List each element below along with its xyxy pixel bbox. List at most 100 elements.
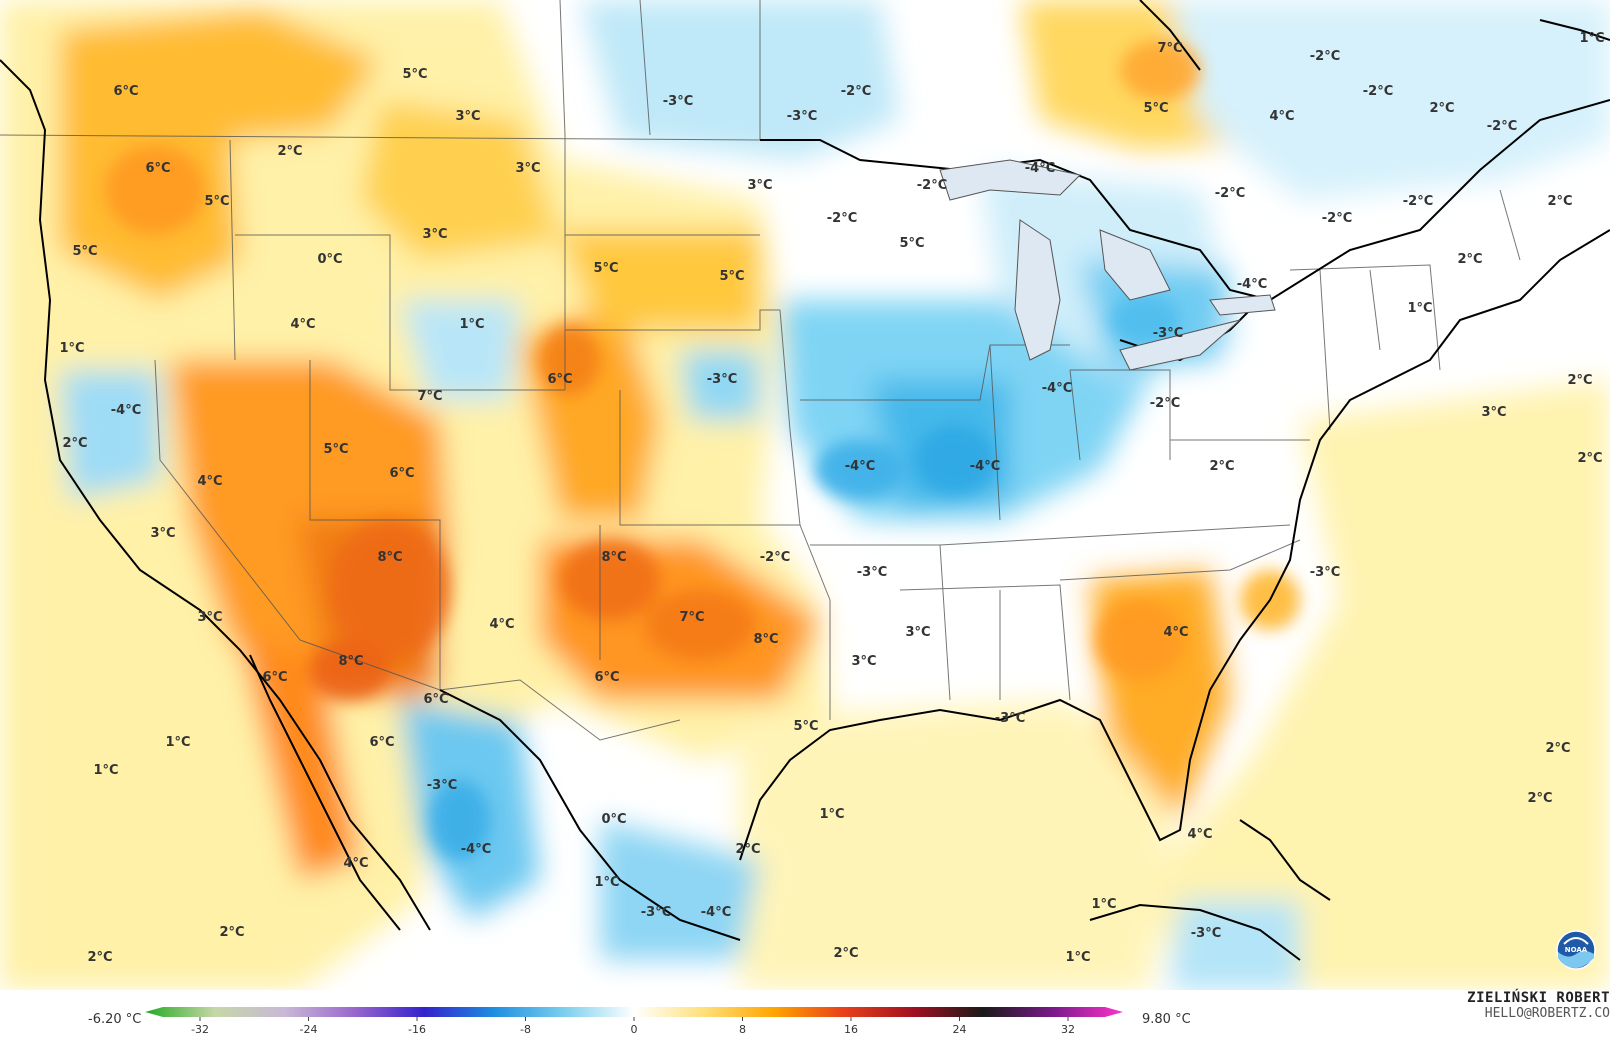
legend-colorbar — [145, 1007, 1123, 1017]
temperature-label: 3°C — [197, 610, 222, 625]
temperature-label: 3°C — [851, 654, 876, 669]
temperature-label: -3°C — [707, 372, 737, 387]
temperature-label: 2°C — [1567, 373, 1592, 388]
author-credit: ZIELIŃSKI ROBERT HELLO@ROBERTZ.CO — [1467, 990, 1610, 1021]
temperature-label: 5°C — [323, 442, 348, 457]
temperature-label: 4°C — [1163, 625, 1188, 640]
temperature-label: -4°C — [970, 459, 1000, 474]
temperature-label: 6°C — [113, 84, 138, 99]
temperature-label: -3°C — [787, 109, 817, 124]
temperature-label: 4°C — [1187, 827, 1212, 842]
legend-max-label: 9.80 °C — [1142, 1012, 1191, 1027]
temperature-label: 6°C — [145, 161, 170, 176]
legend-footer: -32 -24 -16 -8 0 8 16 24 32 — [0, 990, 1610, 1036]
temperature-label: 5°C — [793, 719, 818, 734]
temperature-label: -4°C — [701, 905, 731, 920]
temperature-label: 5°C — [899, 236, 924, 251]
temperature-label: -4°C — [111, 403, 141, 418]
temperature-label: -2°C — [1322, 211, 1352, 226]
temperature-label: 8°C — [753, 632, 778, 647]
temperature-label: 6°C — [262, 670, 287, 685]
temperature-label: -2°C — [1403, 194, 1433, 209]
temperature-label: 3°C — [150, 526, 175, 541]
temperature-label: -4°C — [1237, 277, 1267, 292]
legend-ticks: -32 -24 -16 -8 0 8 16 24 32 — [191, 1017, 1075, 1036]
temperature-label: -3°C — [857, 565, 887, 580]
temperature-label: -4°C — [845, 459, 875, 474]
temperature-label: 1°C — [459, 317, 484, 332]
temperature-label: 2°C — [1209, 459, 1234, 474]
temperature-label: 7°C — [679, 610, 704, 625]
temperature-label: 4°C — [197, 474, 222, 489]
temperature-label: 3°C — [747, 178, 772, 193]
temperature-label: 7°C — [417, 389, 442, 404]
temperature-label: -4°C — [461, 842, 491, 857]
temperature-label: -2°C — [1487, 119, 1517, 134]
temperature-label: 4°C — [290, 317, 315, 332]
temperature-label: -2°C — [760, 550, 790, 565]
legend-tick-label: -8 — [520, 1023, 531, 1035]
legend-tick-label: -16 — [408, 1023, 426, 1035]
temperature-label: 1°C — [819, 807, 844, 822]
temperature-label: 1°C — [1091, 897, 1116, 912]
temperature-label: 3°C — [515, 161, 540, 176]
temperature-label: -3°C — [1191, 926, 1221, 941]
temperature-label: -2°C — [827, 211, 857, 226]
temperature-label: 1°C — [594, 875, 619, 890]
temperature-label: 8°C — [601, 550, 626, 565]
temperature-label: -2°C — [841, 84, 871, 99]
temperature-label: 5°C — [1143, 101, 1168, 116]
temperature-label: 2°C — [1547, 194, 1572, 209]
temperature-label: 6°C — [547, 372, 572, 387]
temperature-label: 1°C — [93, 763, 118, 778]
temperature-label: 6°C — [423, 692, 448, 707]
temperature-label: 7°C — [1157, 41, 1182, 56]
temperature-label: 8°C — [338, 654, 363, 669]
temperature-label: 4°C — [489, 617, 514, 632]
legend-tick-label: 0 — [631, 1023, 638, 1035]
temperature-label: -3°C — [1153, 326, 1183, 341]
temperature-label: 2°C — [62, 436, 87, 451]
temperature-anomaly-map: 6°C 5°C 3°C 6°C 5°C 2°C 3°C 3°C 5°C 0°C 3°C 5°C 5°C 4… — [0, 0, 1610, 990]
temperature-label: -2°C — [1215, 186, 1245, 201]
temperature-label: 0°C — [601, 812, 626, 827]
temperature-label: -3°C — [663, 94, 693, 109]
temperature-label: -2°C — [917, 178, 947, 193]
temperature-label: 2°C — [87, 950, 112, 965]
temperature-label: -2°C — [1363, 84, 1393, 99]
temperature-label: 5°C — [402, 67, 427, 82]
temperature-field-detail — [105, 40, 1300, 860]
temperature-label: 2°C — [219, 925, 244, 940]
temperature-label: -3°C — [995, 711, 1025, 726]
legend-tick-label: -32 — [191, 1023, 209, 1035]
temperature-label: 5°C — [72, 244, 97, 259]
legend-tick-label: 32 — [1061, 1023, 1075, 1035]
temperature-label: 2°C — [1577, 451, 1602, 466]
temperature-label: 6°C — [369, 735, 394, 750]
temperature-label: 1°C — [1407, 301, 1432, 316]
temperature-label: -2°C — [1150, 396, 1180, 411]
temperature-label: 6°C — [389, 466, 414, 481]
legend-tick-label: -24 — [300, 1023, 318, 1035]
temperature-label: -3°C — [1310, 565, 1340, 580]
author-name: ZIELIŃSKI ROBERT — [1467, 990, 1610, 1006]
temperature-label: 3°C — [455, 109, 480, 124]
temperature-label: 2°C — [1527, 791, 1552, 806]
great-lakes — [939, 159, 1276, 371]
author-email: HELLO@ROBERTZ.CO — [1484, 1006, 1610, 1021]
temperature-label: 3°C — [1481, 405, 1506, 420]
temperature-label: 5°C — [204, 194, 229, 209]
temperature-label: -3°C — [641, 905, 671, 920]
temperature-label: 1°C — [1579, 31, 1604, 46]
temperature-label: 2°C — [277, 144, 302, 159]
temperature-label: -4°C — [1042, 381, 1072, 396]
temperature-label: 5°C — [593, 261, 618, 276]
temperature-label: -3°C — [427, 778, 457, 793]
temperature-label: 2°C — [833, 946, 858, 961]
temperature-label: 8°C — [377, 550, 402, 565]
legend-tick-label: 16 — [844, 1023, 858, 1035]
temperature-label: 2°C — [1457, 252, 1482, 267]
noaa-logo: NOAA — [1556, 930, 1596, 974]
temperature-label: -4°C — [1025, 161, 1055, 176]
temperature-label: 1°C — [59, 341, 84, 356]
